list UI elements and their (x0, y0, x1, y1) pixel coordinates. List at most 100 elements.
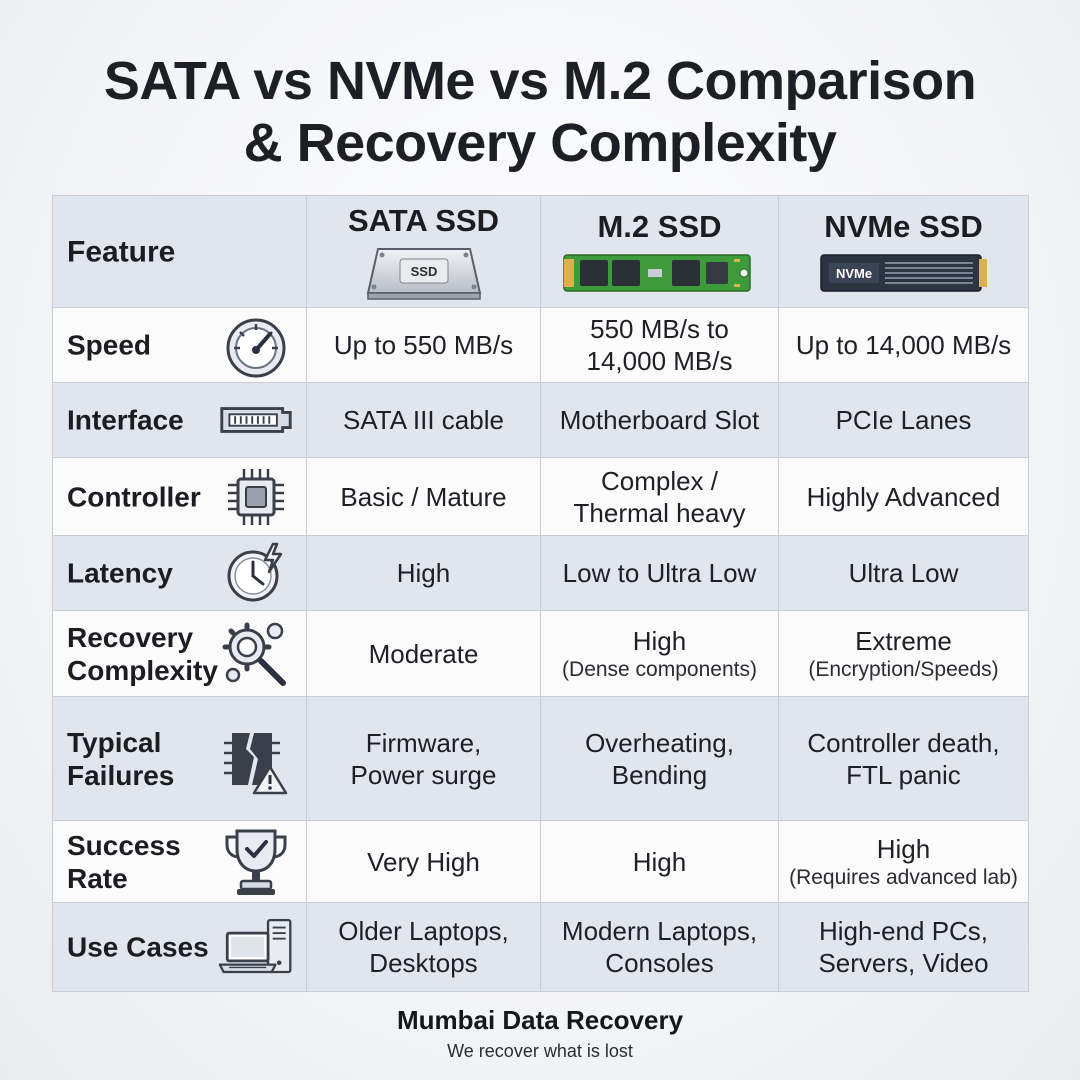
feature-cell-controller: Controller (52, 457, 307, 536)
broken-chip-warning-icon (218, 721, 294, 797)
page-title: SATA vs NVMe vs M.2 Comparison & Recover… (0, 50, 1080, 174)
cell-text: Moderate (368, 638, 479, 669)
cell-sata: Very High (306, 820, 541, 903)
connector-port-icon (218, 382, 294, 458)
cell-text-line2: FTL panic (846, 759, 961, 790)
cell-m2: Overheating, Bending (540, 696, 779, 821)
title-line-2: & Recovery Complexity (243, 113, 837, 173)
feature-label: Typical Failures (67, 726, 174, 792)
feature-label: Success Rate (67, 829, 181, 895)
feature-header: Feature (67, 235, 176, 268)
cell-text-line2: Servers, Video (818, 948, 989, 978)
chip-icon (218, 459, 294, 535)
column-label-sata: SATA SSD (348, 202, 499, 238)
m2-ssd-stick-icon (562, 253, 751, 292)
cell-text: High (876, 833, 931, 864)
cell-nvme: Controller death, FTL panic (778, 696, 1029, 821)
table-row-latency: Latency High Low to Ultra Low Ultra Low (52, 535, 1029, 611)
footer-brand: Mumbai Data Recovery (396, 1005, 684, 1035)
feature-label: Controller (67, 481, 201, 512)
column-label-m2: M.2 SSD (597, 208, 722, 244)
cell-sata: Basic / Mature (306, 457, 541, 536)
cell-text: Highly Advanced (806, 481, 1001, 512)
speedometer-icon (218, 307, 294, 383)
feature-label: Interface (67, 404, 184, 436)
gears-magnifier-icon (218, 616, 294, 692)
cell-text: Ultra Low (848, 558, 959, 588)
feature-label-line1: Typical (67, 726, 162, 758)
cell-text: Basic / Mature (340, 481, 507, 512)
feature-cell-recovery-complexity: Recovery Complexity (52, 610, 307, 697)
feature-label: Speed (67, 329, 152, 361)
trophy-check-icon (218, 824, 294, 900)
feature-cell-use-cases: Use Cases (52, 902, 307, 992)
cell-nvme: Up to 14,000 MB/s (778, 307, 1029, 383)
table-row-controller: Controller Basic / Mature Complex / Therm… (52, 457, 1029, 536)
cell-text: 550 MB/s to (590, 314, 729, 344)
cell-subtext: (Requires advanced lab) (789, 865, 1018, 889)
cell-text: Motherboard Slot (559, 405, 760, 435)
clock-lightning-icon (218, 535, 294, 611)
cell-subtext: (Dense components) (562, 657, 757, 681)
cell-text: High (396, 558, 451, 588)
feature-cell-typical-failures: Typical Failures (52, 696, 307, 821)
cell-text-line2: 14,000 MB/s (586, 346, 733, 376)
cell-sata: SATA III cable (306, 382, 541, 458)
cell-text-line2: Consoles (605, 948, 714, 978)
feature-header-cell: Feature (52, 195, 307, 308)
cell-sata: Older Laptops, Desktops (306, 902, 541, 992)
cell-nvme: Highly Advanced (778, 457, 1029, 536)
cell-m2: 550 MB/s to 14,000 MB/s (540, 307, 779, 383)
cell-m2: High (540, 820, 779, 903)
table-row-interface: Interface SATA III cable Motherboard Slo… (52, 382, 1029, 458)
cell-text: Very High (367, 846, 480, 877)
cell-text: High (632, 846, 687, 877)
feature-label-line1: Success (67, 829, 181, 861)
cell-sata: Up to 550 MB/s (306, 307, 541, 383)
sata-drive-label: SSD (410, 264, 437, 279)
feature-label-line2: Failures (67, 759, 175, 791)
cell-sata: Firmware, Power surge (306, 696, 541, 821)
table-row-success-rate: Success Rate Very High High High (Require… (52, 820, 1029, 903)
cell-nvme: Ultra Low (778, 535, 1029, 611)
feature-label-line2: Complexity (67, 654, 218, 686)
cell-text: Firmware, (365, 727, 482, 758)
column-header-sata: SATA SSD SSD (306, 195, 541, 308)
feature-cell-latency: Latency (52, 535, 307, 611)
cell-text-line2: Bending (611, 759, 708, 790)
table-row-recovery-complexity: Recovery Complexity Moderate (52, 610, 1029, 697)
table-row-typical-failures: Typical Failures Firmware, Power surge (52, 696, 1029, 821)
table-row-use-cases: Use Cases Older Laptops, Desktops Modern … (52, 902, 1029, 992)
cell-m2: Modern Laptops, Consoles (540, 902, 779, 992)
feature-label: Recovery Complexity (67, 621, 218, 687)
feature-cell-success-rate: Success Rate (52, 820, 307, 903)
cell-sata: Moderate (306, 610, 541, 697)
cell-m2: Complex / Thermal heavy (540, 457, 779, 536)
feature-label-line1: Recovery (67, 621, 194, 653)
cell-text: Up to 550 MB/s (333, 330, 514, 360)
cell-nvme: Extreme (Encryption/Speeds) (778, 610, 1029, 697)
cell-text: Low to Ultra Low (562, 558, 757, 588)
table-row-speed: Speed Up to 550 MB/s 550 MB/s to 14,000 M… (52, 307, 1029, 383)
cell-text: Complex / (600, 465, 719, 496)
cell-nvme: High-end PCs, Servers, Video (778, 902, 1029, 992)
cell-text: High-end PCs, (818, 916, 989, 946)
cell-text: PCIe Lanes (835, 405, 972, 435)
cell-text-line2: Thermal heavy (573, 497, 746, 528)
nvme-ssd-stick-icon: NVMe (819, 253, 987, 292)
cell-sata: High (306, 535, 541, 611)
cell-text: Up to 14,000 MB/s (795, 330, 1012, 360)
column-header-nvme: NVMe SSD NVMe (778, 195, 1029, 308)
laptop-desktop-icon (218, 909, 294, 985)
column-label-nvme: NVMe SSD (824, 208, 983, 244)
cell-text: SATA III cable (343, 405, 504, 435)
cell-text: Modern Laptops, (561, 916, 758, 946)
cell-m2: High (Dense components) (540, 610, 779, 697)
sata-ssd-drive-icon: SSD (366, 247, 481, 300)
cell-text: High (632, 625, 687, 656)
nvme-stick-label: NVMe (835, 266, 871, 281)
cell-nvme: High (Requires advanced lab) (778, 820, 1029, 903)
cell-nvme: PCIe Lanes (778, 382, 1029, 458)
cell-text-line2: Power surge (350, 759, 497, 790)
feature-label: Use Cases (67, 931, 209, 963)
